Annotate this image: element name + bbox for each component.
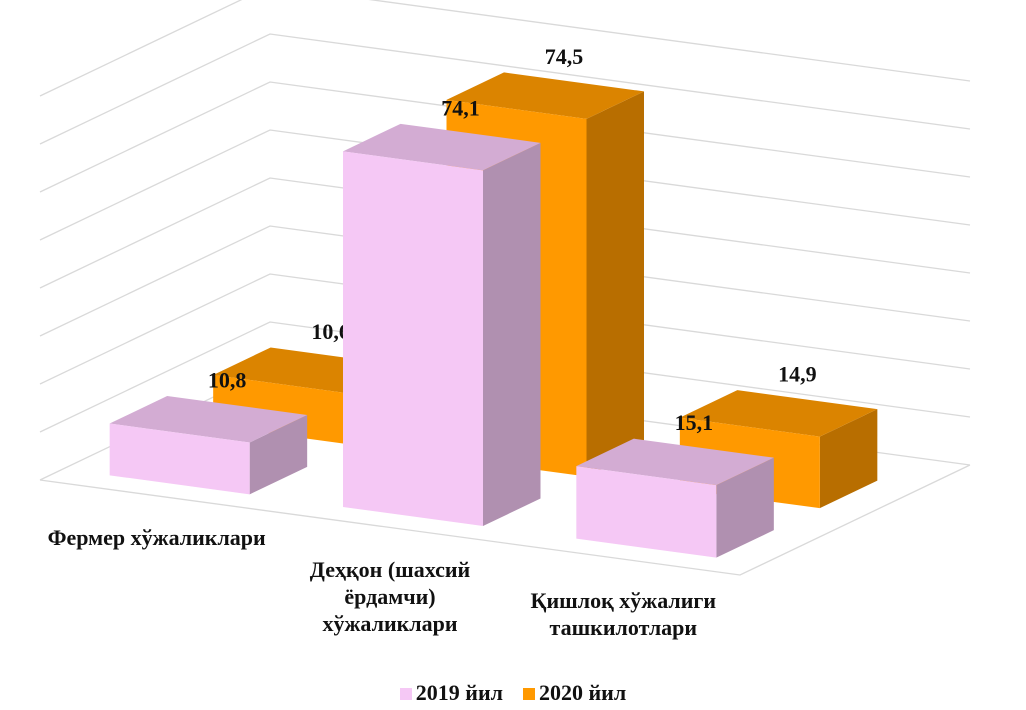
bar-side [586, 91, 644, 477]
bar-front [109, 423, 250, 495]
data-label: 74,5 [545, 44, 584, 69]
bar-side [716, 457, 774, 558]
legend-item: 2020 йил [523, 680, 626, 706]
grid-line [39, 129, 971, 241]
grid-line [39, 177, 971, 289]
bar-side [249, 414, 308, 495]
legend-label: 2020 йил [539, 680, 627, 705]
bar-top [576, 438, 774, 486]
data-label: 10,8 [208, 367, 247, 392]
grid-line [39, 321, 971, 433]
bar-top [446, 72, 644, 119]
x-tick-label: Фермер хўжаликлари [47, 524, 266, 550]
grid-line [39, 0, 971, 97]
bar-top [343, 123, 541, 171]
data-label: 14,9 [778, 362, 817, 387]
bar [576, 438, 774, 558]
bar-front [343, 151, 483, 526]
grid-line [39, 81, 971, 193]
grid-line [39, 225, 971, 337]
legend-swatch [399, 688, 412, 700]
legend-item: 2019 йил [399, 680, 503, 706]
floor-edge [39, 464, 971, 576]
data-label: 74,1 [441, 95, 480, 120]
x-tick-label: Қишлоқ хўжалиги ташкилотлари [530, 588, 717, 641]
grid-line [39, 33, 971, 145]
grid-line [39, 273, 971, 385]
bar-side [819, 409, 878, 509]
bar [109, 395, 308, 495]
legend-label: 2019 йил [415, 680, 503, 705]
data-label: 15,1 [675, 410, 714, 435]
x-tick-label: Деҳқон (шахсий ёрдамчи) хўжаликлари [309, 556, 471, 636]
bar-top [109, 395, 308, 443]
bar [343, 123, 541, 526]
bar-side [483, 142, 541, 526]
legend-swatch [523, 688, 535, 700]
legend: 2019 йил 2020 йил [0, 680, 1026, 706]
bar-top [679, 390, 878, 437]
bar-front [576, 466, 717, 558]
